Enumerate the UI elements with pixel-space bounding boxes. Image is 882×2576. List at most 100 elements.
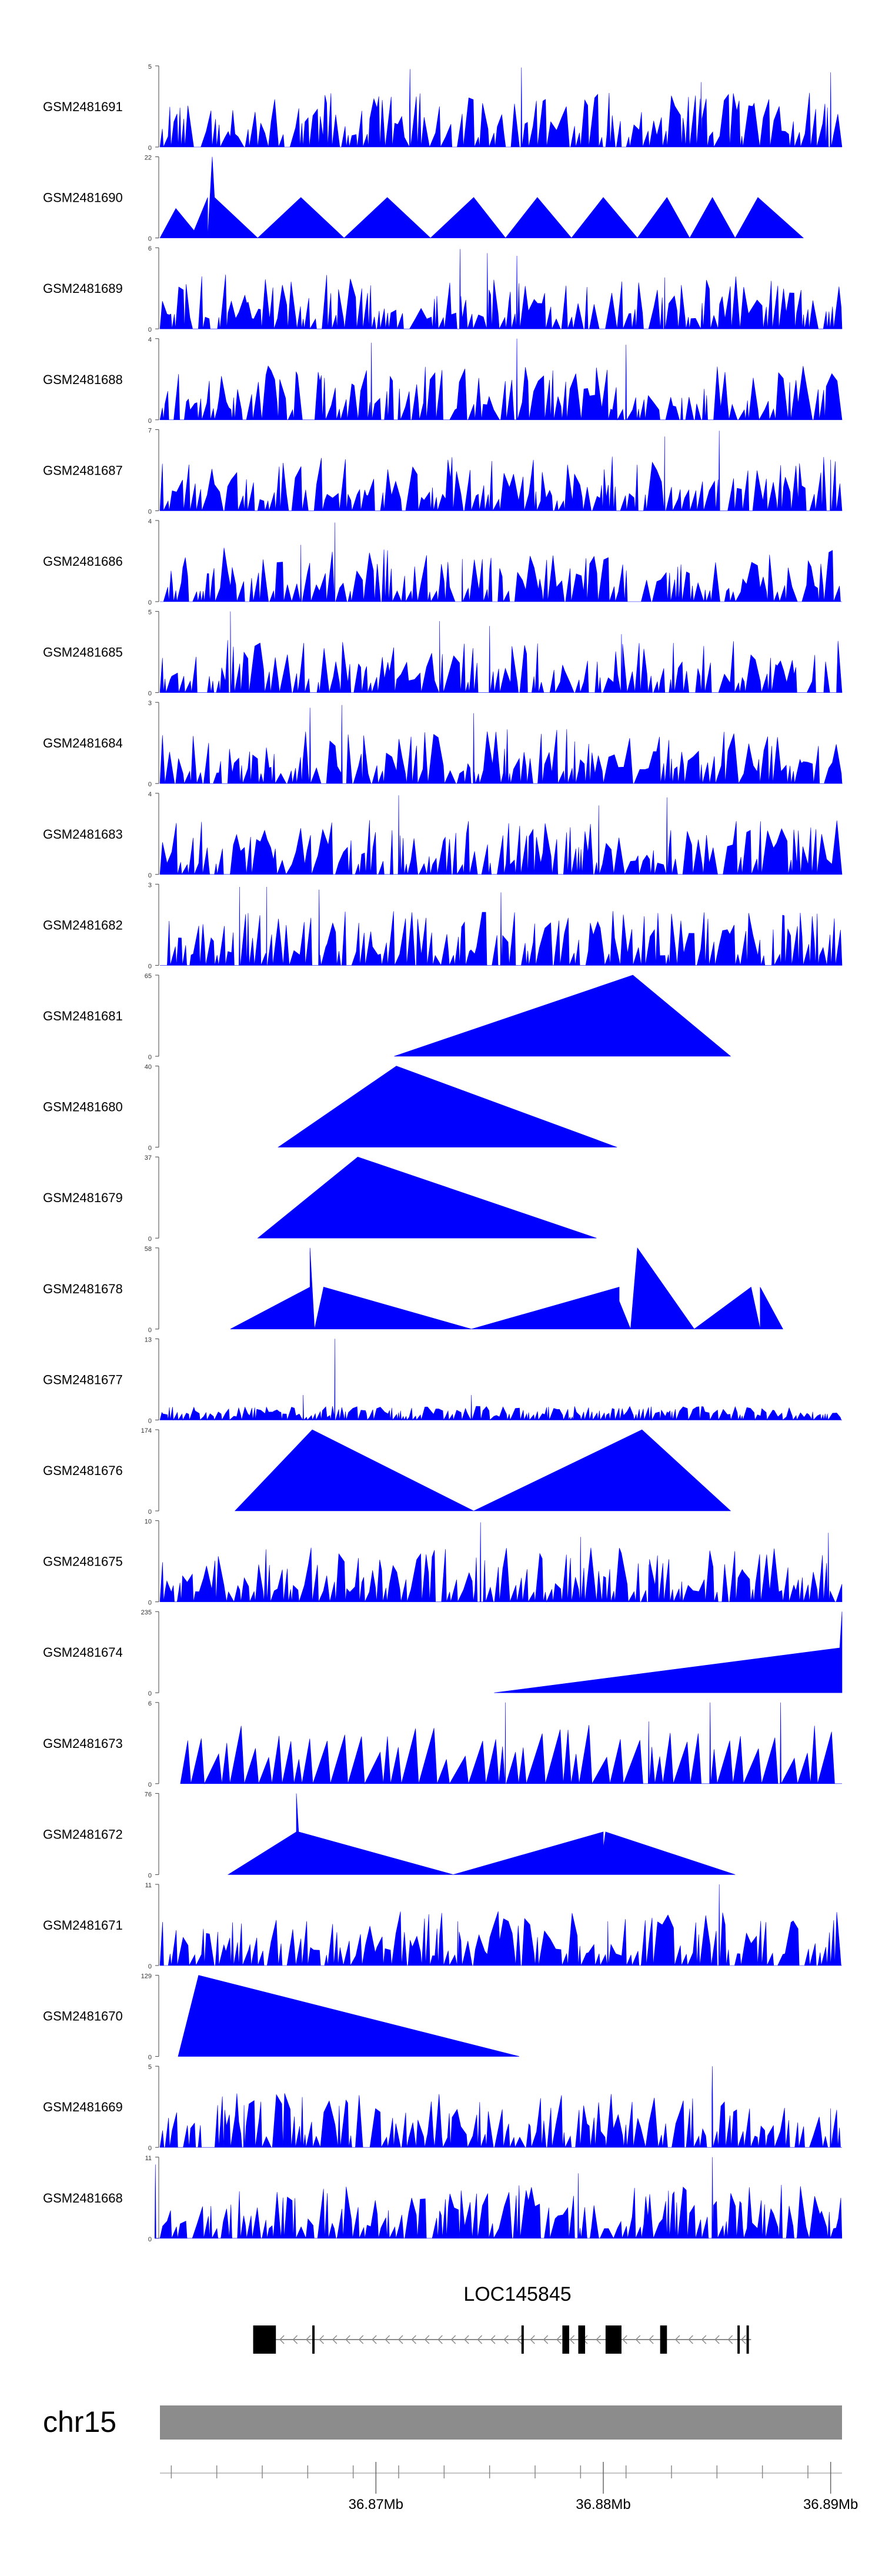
y-tick-label-max: 129	[141, 1973, 152, 1980]
strand-arrow-icon	[543, 2335, 549, 2344]
y-tick-label-max: 6	[148, 1700, 152, 1707]
coverage-area-GSM2481682	[160, 886, 843, 966]
y-tick-label-min: 0	[148, 1417, 152, 1424]
y-tick-label-max: 65	[145, 973, 152, 980]
y-tick-label-max: 6	[148, 245, 152, 252]
strand-arrow-icon	[424, 2335, 430, 2344]
coverage-area-GSM2481675	[159, 1522, 843, 1603]
y-tick-label-min: 0	[148, 2236, 152, 2243]
coverage-area-GSM2481681	[394, 975, 731, 1057]
y-tick-label-min: 0	[148, 872, 152, 879]
gene-exon	[605, 2325, 622, 2354]
track-label: GSM2481671	[43, 1918, 123, 1933]
strand-arrow-icon	[319, 2335, 324, 2344]
strand-arrow-icon	[437, 2335, 443, 2344]
y-tick-label-min: 0	[148, 1781, 152, 1788]
strand-arrow-icon	[635, 2335, 641, 2344]
y-tick-label-min: 0	[148, 145, 152, 152]
y-tick-label-min: 0	[148, 508, 152, 515]
coverage-area-GSM2481674	[494, 1611, 843, 1693]
strand-arrow-icon	[411, 2335, 416, 2344]
y-tick-label-max: 58	[145, 1246, 152, 1253]
track-label: GSM2481678	[43, 1282, 123, 1296]
genome-tick-label: 36.89Mb	[803, 2497, 858, 2512]
y-tick-label-max: 174	[141, 1427, 152, 1434]
strand-arrow-icon	[332, 2335, 338, 2344]
coverage-area-GSM2481678	[230, 1247, 783, 1330]
track-label: GSM2481684	[43, 736, 123, 750]
coverage-area-GSM2481673	[180, 1702, 842, 1784]
y-tick-label-max: 5	[148, 2064, 152, 2071]
y-tick-label-min: 0	[148, 1690, 152, 1697]
y-tick-label-max: 3	[148, 882, 152, 889]
strand-arrow-icon	[397, 2335, 403, 2344]
strand-arrow-icon	[464, 2335, 469, 2344]
track-label: GSM2481686	[43, 554, 123, 569]
track-label: GSM2481688	[43, 372, 123, 387]
strand-arrow-icon	[622, 2335, 627, 2344]
coverage-area-GSM2481689	[159, 249, 843, 330]
y-tick-label-max: 5	[148, 64, 152, 71]
track-label: GSM2481689	[43, 281, 123, 296]
gene-exon	[562, 2325, 569, 2354]
y-tick-label-min: 0	[148, 418, 152, 425]
strand-arrow-icon	[741, 2335, 746, 2344]
track-label: GSM2481676	[43, 1463, 123, 1478]
y-tick-label-max: 5	[148, 609, 152, 616]
coverage-area-GSM2481684	[159, 705, 843, 785]
chromosome-label: chr15	[43, 2405, 116, 2438]
genome-tick-label: 36.88Mb	[576, 2497, 630, 2512]
y-tick-label-min: 0	[148, 963, 152, 970]
track-label: GSM2481682	[43, 917, 123, 932]
track-label: GSM2481683	[43, 827, 123, 842]
strand-arrow-icon	[358, 2335, 364, 2344]
y-tick-label-min: 0	[148, 236, 152, 243]
y-tick-label-max: 76	[145, 1791, 152, 1798]
track-label: GSM2481668	[43, 2191, 123, 2205]
gene-name: LOC145845	[463, 2283, 571, 2305]
gene-exon	[312, 2325, 315, 2354]
strand-arrow-icon	[701, 2335, 707, 2344]
coverage-area-GSM2481670	[178, 1975, 520, 2057]
strand-arrow-icon	[727, 2335, 733, 2344]
coverage-area-GSM2481691	[159, 67, 843, 148]
coverage-area-GSM2481676	[234, 1429, 731, 1511]
y-tick-label-min: 0	[148, 1963, 152, 1970]
track-label: GSM2481674	[43, 1645, 123, 1660]
coverage-area-GSM2481690	[159, 156, 804, 239]
y-tick-label-min: 0	[148, 599, 152, 606]
track-label: GSM2481673	[43, 1736, 123, 1751]
track-label: GSM2481680	[43, 1100, 123, 1115]
track-label: GSM2481690	[43, 191, 123, 205]
coverage-area-GSM2481671	[159, 1884, 842, 1967]
y-tick-label-max: 40	[145, 1064, 152, 1071]
strand-arrow-icon	[530, 2335, 535, 2344]
strand-arrow-icon	[714, 2335, 720, 2344]
y-tick-label-min: 0	[148, 2054, 152, 2061]
coverage-area-GSM2481686	[160, 522, 842, 603]
strand-arrow-icon	[372, 2335, 377, 2344]
strand-arrow-icon	[596, 2335, 601, 2344]
track-label: GSM2481681	[43, 1009, 123, 1023]
gene-exon	[660, 2325, 667, 2354]
strand-arrow-icon	[305, 2335, 311, 2344]
track-label: GSM2481679	[43, 1190, 123, 1205]
strand-arrow-icon	[503, 2335, 509, 2344]
gene-exon	[578, 2325, 586, 2354]
y-tick-label-min: 0	[148, 2145, 152, 2152]
strand-arrow-icon	[292, 2335, 298, 2344]
strand-arrow-icon	[490, 2335, 496, 2344]
track-label: GSM2481687	[43, 463, 123, 478]
coverage-area-GSM2481688	[159, 338, 843, 421]
y-tick-label-min: 0	[148, 326, 152, 333]
y-tick-label-max: 10	[145, 1519, 152, 1526]
strand-arrow-icon	[477, 2335, 483, 2344]
y-tick-label-max: 4	[148, 336, 152, 343]
y-tick-label-min: 0	[148, 1327, 152, 1334]
coverage-area-GSM2481687	[159, 431, 843, 512]
strand-arrow-icon	[345, 2335, 350, 2344]
track-label: GSM2481677	[43, 1372, 123, 1387]
y-tick-label-min: 0	[148, 781, 152, 788]
gene-exon	[253, 2325, 276, 2354]
